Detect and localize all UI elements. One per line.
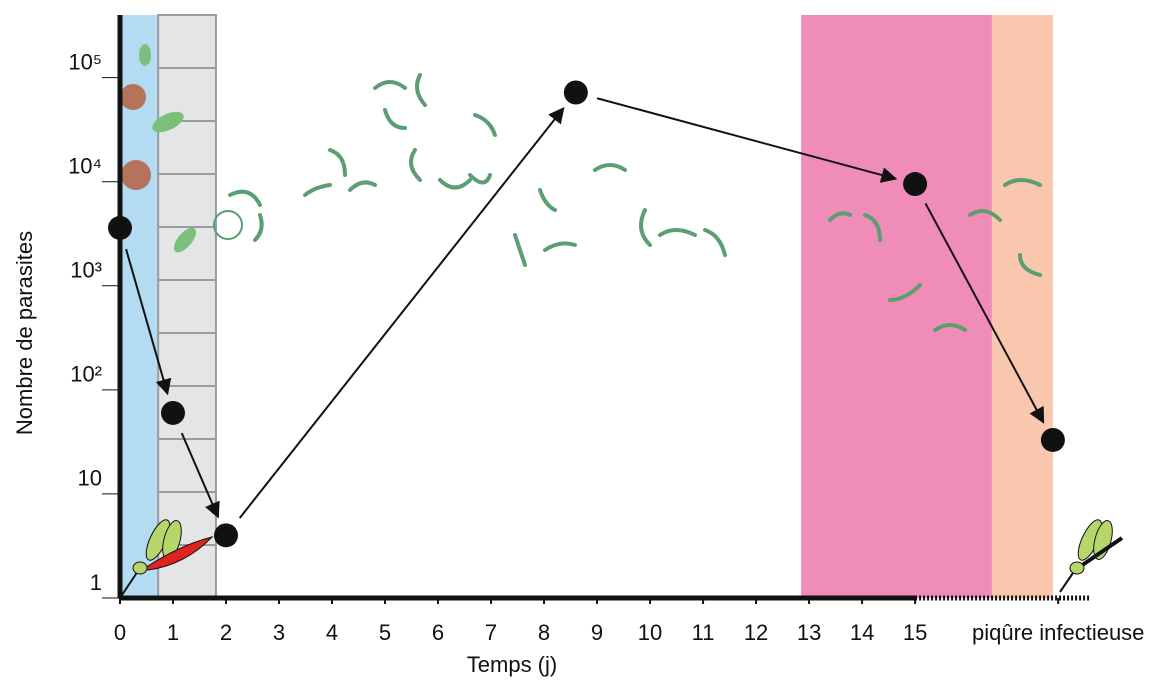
x-tick-label: 3 — [273, 620, 285, 645]
arrow — [238, 106, 565, 519]
shaded-region — [801, 15, 992, 598]
arrow — [924, 202, 1045, 424]
data-point — [161, 400, 186, 425]
y-tick-label: 10³ — [70, 258, 102, 283]
x-tick-label: 5 — [379, 620, 391, 645]
x-tick-label: 14 — [850, 620, 874, 645]
x-tick-label: 13 — [797, 620, 821, 645]
x-tick-label: 7 — [485, 620, 497, 645]
shaded-region — [991, 15, 1053, 598]
y-tick-label: 10 — [78, 466, 102, 491]
shaded-region — [157, 14, 217, 599]
arrow — [180, 432, 220, 519]
x-tick-label: 11 — [692, 620, 715, 645]
shaded-region — [120, 15, 159, 598]
shaded-regions — [120, 14, 1053, 599]
y-tick-label: 10⁴ — [68, 154, 102, 179]
data-point — [108, 215, 132, 240]
x-tick-label: 15 — [903, 620, 927, 645]
x-tick-label: 0 — [114, 620, 126, 645]
y-tick-label: 1 — [90, 570, 102, 595]
x-tick-label: 9 — [591, 620, 603, 645]
x-tick-label: 12 — [744, 620, 768, 645]
x-tick-label: 1 — [167, 620, 179, 645]
mosquito-icon — [121, 519, 214, 596]
data-point — [903, 172, 928, 197]
x-axis-title: Temps (j) — [467, 652, 557, 677]
y-tick-label: 10⁵ — [68, 49, 102, 74]
x-tick-label: 8 — [538, 620, 550, 645]
arrow — [596, 97, 898, 183]
x-tick-label: 4 — [326, 620, 338, 645]
y-axis-title: Nombre de parasites — [12, 231, 37, 435]
x-tick-label: 2 — [220, 620, 232, 645]
y-tick-label: 10² — [70, 362, 102, 387]
parasite-illustrations — [120, 44, 1042, 332]
x-tick-label: 6 — [432, 620, 444, 645]
data-point — [214, 523, 239, 548]
arrow — [125, 248, 172, 396]
data-point — [1040, 427, 1065, 452]
mosquito-icon — [1059, 519, 1124, 593]
x-tick-label: piqûre infectieuse — [972, 620, 1144, 645]
x-tick-label: 10 — [638, 620, 662, 645]
data-point — [563, 80, 588, 105]
